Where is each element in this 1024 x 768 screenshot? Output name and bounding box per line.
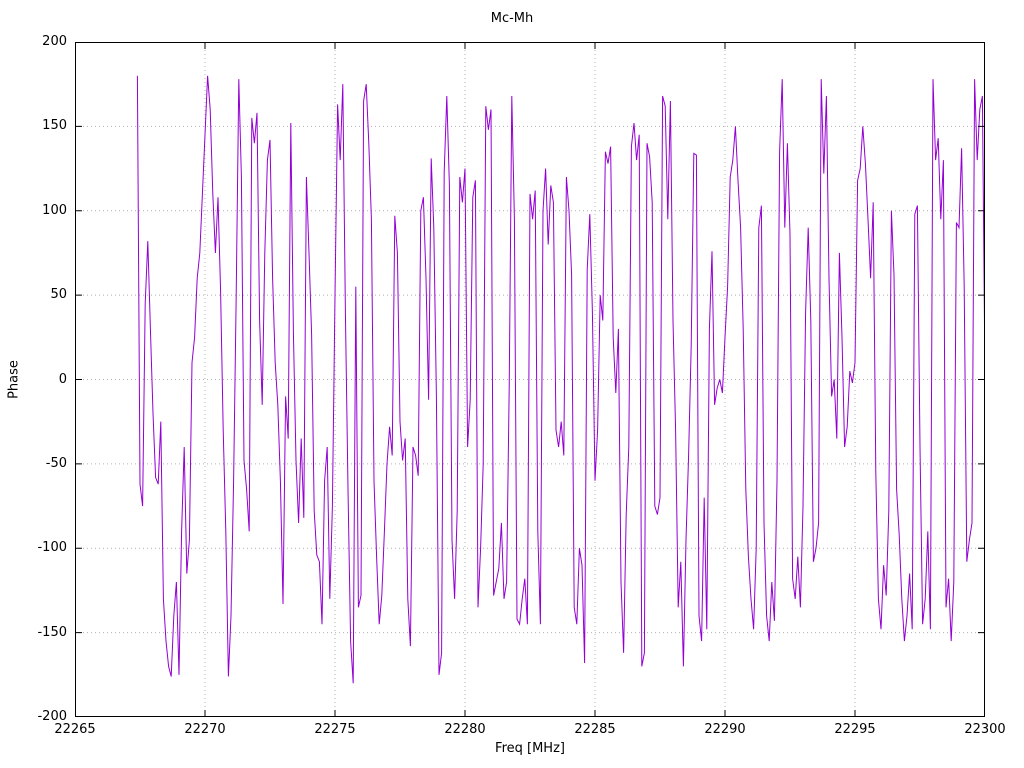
y-tick-label: -150: [37, 624, 67, 640]
plot-canvas: [75, 42, 985, 717]
y-axis-label: Phase: [6, 360, 22, 399]
plot-area: [75, 42, 985, 717]
chart-title: Mc-Mh: [490, 11, 534, 26]
y-tick-label: 200: [42, 34, 67, 49]
y-tick-label: -100: [37, 540, 67, 556]
x-tick-label: 22270: [184, 722, 226, 737]
y-tick-label: -200: [37, 709, 67, 724]
phase-line: [136, 75, 985, 684]
x-tick-label: 22280: [444, 722, 486, 737]
y-tick-label: 50: [50, 287, 67, 303]
y-tick-label: 100: [42, 202, 67, 218]
x-tick-label: 22290: [704, 722, 746, 737]
x-tick-label: 22275: [314, 722, 356, 737]
x-axis-label: Freq [MHz]: [495, 741, 565, 756]
y-tick-label: 150: [42, 118, 67, 134]
y-tick-label: 0: [58, 371, 67, 387]
x-tick-label: 22295: [834, 722, 876, 737]
x-tick-label: 22300: [964, 722, 1006, 737]
x-tick-label: 22285: [574, 722, 616, 737]
x-tick-label: 22265: [54, 722, 96, 737]
y-tick-label: -50: [45, 455, 67, 471]
